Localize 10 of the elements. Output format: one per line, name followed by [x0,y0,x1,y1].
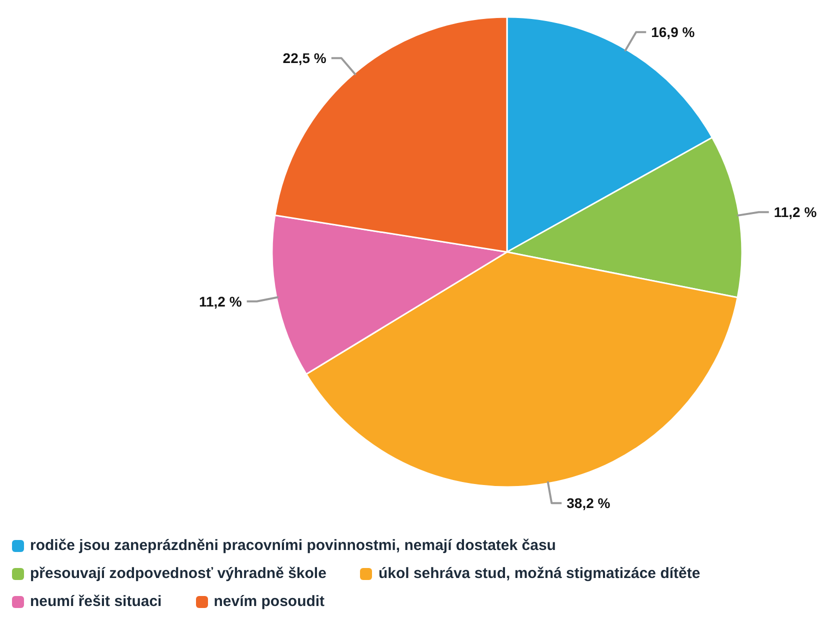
legend-label: nevím posoudit [214,592,325,612]
data-label: 38,2 % [566,494,611,511]
data-label: 22,5 % [282,50,327,66]
legend-label: rodiče jsou zaneprázdněni pracovními povinnostmi, nemají dostatek času [30,536,556,556]
legend-label: úkol sehráva stud, možná stigmatizáce dítěte [378,564,700,584]
legend-label: neumí řešit situaci [30,592,162,612]
legend-label: přesouvají zodpovednosť výhradně škole [30,564,326,584]
data-label: 11,2 % [198,293,242,310]
data-label: 16,9 % [651,24,696,40]
data-label: 11,2 % [774,204,818,220]
